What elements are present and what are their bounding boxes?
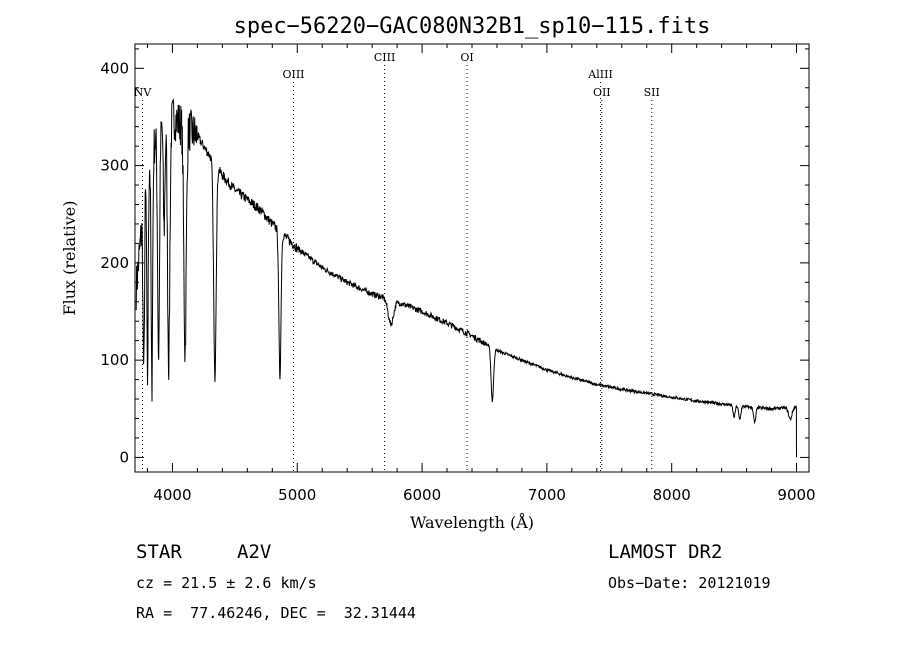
x-tick-label: 5000 bbox=[278, 486, 316, 504]
observation-date: Obs−Date: 20121019 bbox=[608, 574, 771, 592]
x-axis: 4000 5000 6000 7000 8000 9000 bbox=[146, 44, 816, 504]
plot-frame bbox=[134, 43, 810, 473]
y-tick-label: 300 bbox=[100, 157, 129, 175]
x-tick-label: 8000 bbox=[653, 486, 691, 504]
object-class: STAR bbox=[136, 541, 182, 563]
spectral-line-markers: NV OIII CIII OI AlIII OII SII bbox=[134, 51, 660, 472]
y-tick-label: 100 bbox=[100, 351, 129, 369]
survey-name: LAMOST DR2 bbox=[608, 541, 723, 563]
spectral-line-label: AlIII bbox=[587, 68, 613, 81]
spectral-line-label: SII bbox=[644, 86, 660, 99]
object-subclass: A2V bbox=[237, 541, 272, 563]
y-tick-label: 200 bbox=[100, 254, 129, 272]
x-axis-label: Wavelength (Å) bbox=[410, 512, 534, 532]
spectrum-series-line bbox=[135, 98, 797, 458]
spectral-line-label: CIII bbox=[374, 51, 395, 64]
spectral-line-label: OII bbox=[593, 86, 611, 99]
spectral-line-label: NV bbox=[134, 86, 153, 99]
x-tick-label: 9000 bbox=[777, 486, 815, 504]
x-tick-label: 4000 bbox=[153, 486, 191, 504]
coordinates: RA = 77.46246, DEC = 32.31444 bbox=[136, 604, 416, 622]
spectral-line-label: OI bbox=[460, 51, 473, 64]
x-tick-label: 6000 bbox=[403, 486, 441, 504]
y-tick-label: 0 bbox=[119, 448, 129, 466]
chart-title: spec−56220−GAC080N32B1_sp10−115.fits bbox=[234, 14, 711, 39]
y-axis-label: Flux (relative) bbox=[60, 201, 79, 316]
spectral-line-label: OIII bbox=[282, 68, 304, 81]
y-axis: 0 100 200 300 400 bbox=[100, 48, 809, 466]
redshift-velocity: cz = 21.5 ± 2.6 km/s bbox=[136, 574, 317, 592]
y-tick-label: 400 bbox=[100, 59, 129, 77]
x-tick-label: 7000 bbox=[528, 486, 566, 504]
